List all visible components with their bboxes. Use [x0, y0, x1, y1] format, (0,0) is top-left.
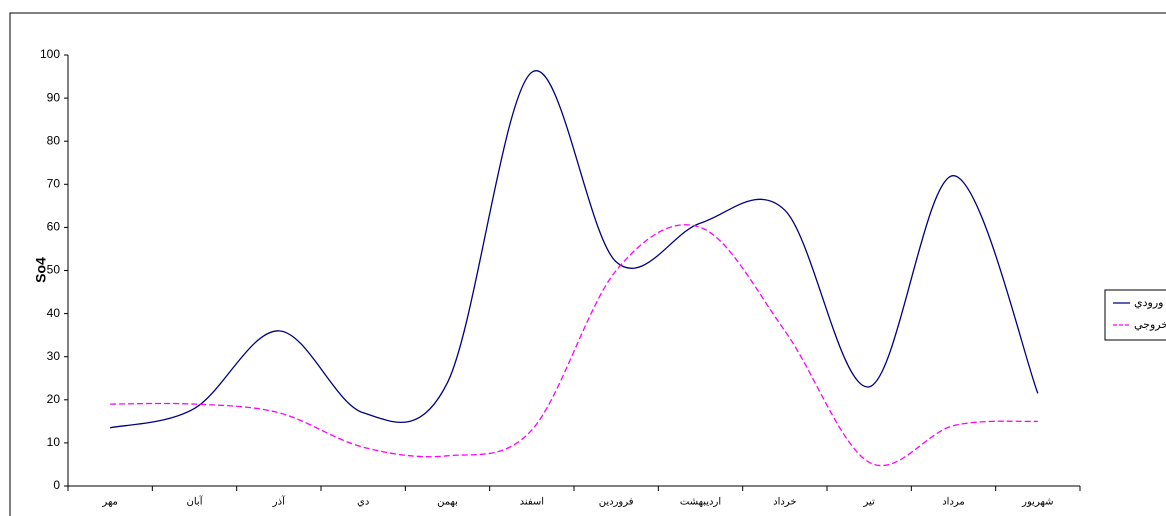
- y-tick-label: 10: [47, 435, 61, 449]
- y-tick-label: 60: [47, 220, 61, 234]
- x-tick-label: اسفند: [520, 497, 544, 508]
- y-tick-label: 70: [47, 176, 61, 190]
- y-axis-label: So4: [33, 257, 49, 283]
- x-tick-label: خرداد: [773, 497, 796, 508]
- y-tick-label: 100: [40, 47, 60, 61]
- y-tick-label: 0: [53, 478, 60, 492]
- x-tick-label: تير: [863, 497, 876, 508]
- chart-frame: [9, 12, 1166, 516]
- x-tick-label: آبان: [187, 495, 204, 508]
- y-tick-label: 90: [47, 90, 61, 104]
- x-tick-label: آذر: [272, 495, 286, 508]
- x-tick-label: فروردين: [599, 497, 634, 508]
- x-tick-label: مرداد: [942, 497, 965, 508]
- y-tick-label: 80: [47, 133, 61, 147]
- y-tick-label: 30: [47, 349, 61, 363]
- y-tick-label: 40: [47, 306, 61, 320]
- y-tick-label: 50: [47, 263, 61, 277]
- legend-box: [1104, 289, 1166, 341]
- line-series: [110, 70, 1039, 429]
- x-tick-label: شهريور: [1021, 497, 1053, 508]
- legend-label: خروجي: [1134, 319, 1166, 331]
- x-tick-label: بهمن: [437, 497, 458, 508]
- legend-label: ورودي: [1134, 297, 1163, 309]
- x-tick-label: دي: [357, 497, 369, 508]
- legend: ورودي خروجي: [1104, 289, 1166, 341]
- x-tick-label: ارديبهشت: [680, 497, 721, 508]
- y-tick-label: 20: [47, 392, 61, 406]
- x-tick-label: مهر: [101, 497, 117, 508]
- line-series: [110, 224, 1038, 467]
